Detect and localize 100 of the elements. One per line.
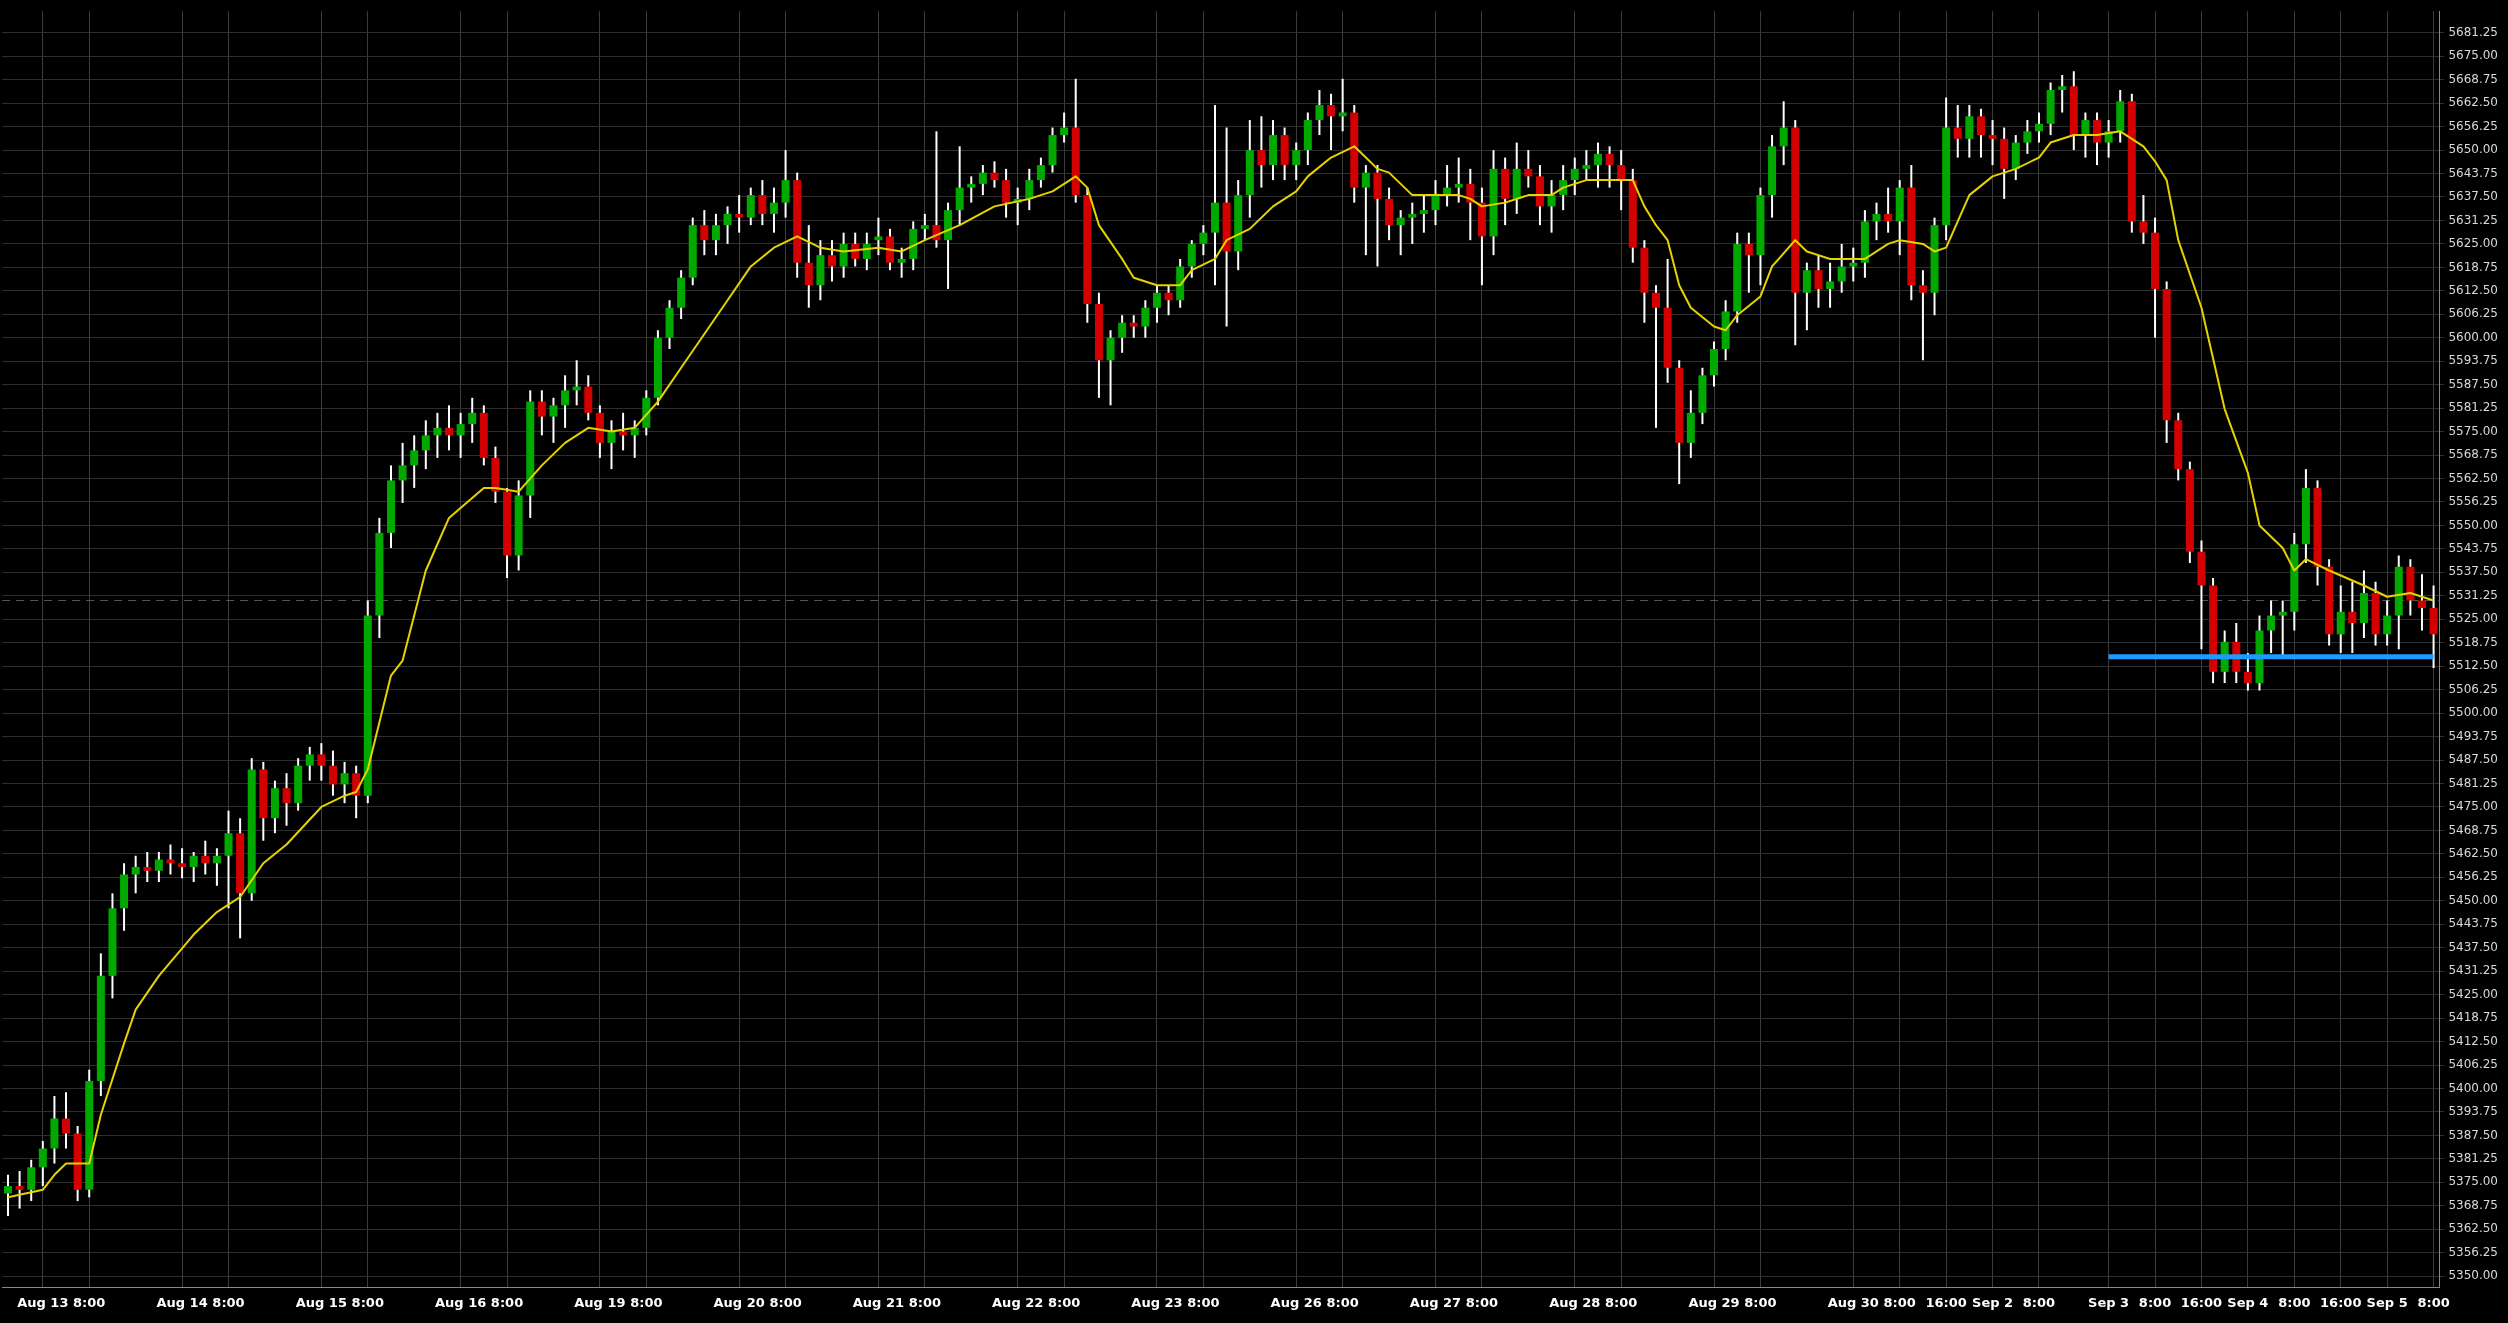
- candlestick: [1547, 179, 1556, 234]
- y-tick-label: 5506.25: [2448, 681, 2498, 696]
- candlestick: [2081, 111, 2090, 159]
- candlestick: [607, 419, 616, 471]
- y-tick-label: 5525.00: [2448, 611, 2498, 626]
- x-tick-label: Aug 16: [434, 1294, 487, 1310]
- candlestick: [38, 1140, 47, 1188]
- y-tick-label: 5362.50: [2448, 1221, 2498, 1236]
- x-tick-label: Sep 4: [2227, 1294, 2269, 1310]
- y-tick-label: 5437.50: [2448, 939, 2498, 954]
- y-tick-label: 5475.00: [2448, 799, 2498, 814]
- y-tick-label: 5625.00: [2448, 236, 2498, 251]
- candlestick: [781, 149, 790, 219]
- y-tick-label: 5368.75: [2448, 1197, 2498, 1212]
- candlestick: [967, 175, 976, 204]
- candlestick: [201, 839, 210, 876]
- y-tick-label: 5562.50: [2448, 470, 2498, 485]
- candlestick: [711, 212, 720, 257]
- y-tick-label: 5356.25: [2448, 1244, 2498, 1259]
- candlestick: [4, 1173, 12, 1218]
- candlestick: [746, 186, 755, 227]
- x-tick-label: 8:00: [351, 1294, 384, 1310]
- x-tick-label: 16:00: [1925, 1294, 1967, 1310]
- candlestick: [1593, 141, 1602, 189]
- x-tick-label: Aug 14: [156, 1294, 208, 1310]
- y-tick-label: 5487.50: [2448, 752, 2498, 767]
- candlestick: [1408, 201, 1417, 245]
- x-tick-label: Aug 28: [1549, 1294, 1601, 1310]
- x-tick-label: 8:00: [1187, 1294, 1220, 1310]
- x-tick-label: Aug 27: [1409, 1294, 1462, 1310]
- y-tick-label: 5575.00: [2448, 423, 2498, 438]
- y-tick-label: 5387.50: [2448, 1127, 2498, 1142]
- y-tick-label: 5650.00: [2448, 142, 2498, 157]
- candlestick: [920, 212, 929, 242]
- x-tick-label: 8:00: [212, 1294, 245, 1310]
- candlestick: [1292, 141, 1301, 182]
- x-tick-label: 8:00: [1744, 1294, 1777, 1310]
- y-tick-label: 5418.75: [2448, 1010, 2498, 1025]
- y-tick-label: 5556.25: [2448, 494, 2498, 509]
- candlestick: [537, 389, 546, 437]
- candlestick: [2139, 194, 2148, 245]
- y-tick-label: 5550.00: [2448, 517, 2498, 532]
- x-tick-label: 8:00: [2278, 1294, 2311, 1310]
- candlestick: [874, 216, 883, 257]
- x-tick-label: 8:00: [73, 1294, 106, 1310]
- candlestick: [433, 411, 442, 459]
- y-tick-label: 5412.50: [2448, 1033, 2498, 1048]
- candlestick: [166, 843, 175, 876]
- y-tick-label: 5462.50: [2448, 845, 2498, 860]
- candlestick: [131, 854, 140, 895]
- y-tick-label: 5543.75: [2448, 541, 2498, 556]
- x-tick-label: Sep 5: [2366, 1294, 2408, 1310]
- y-tick-label: 5531.25: [2448, 587, 2498, 602]
- y-tick-label: 5637.50: [2448, 189, 2498, 204]
- y-tick-label: 5500.00: [2448, 705, 2498, 720]
- candlestick: [224, 809, 233, 910]
- y-tick-label: 5618.75: [2448, 259, 2498, 274]
- y-tick-label: 5675.00: [2448, 48, 2498, 63]
- x-tick-label: 8:00: [1047, 1294, 1081, 1310]
- y-tick-label: 5587.50: [2448, 376, 2498, 391]
- candlestick: [1814, 254, 1823, 309]
- candlestick: [1872, 201, 1881, 242]
- candlestick: [2058, 74, 2067, 114]
- x-tick-label: 8:00: [2022, 1294, 2056, 1310]
- x-tick-label: 8:00: [2138, 1294, 2172, 1310]
- candlestick: [2023, 119, 2032, 155]
- y-tick-label: 5450.00: [2448, 892, 2498, 907]
- y-tick-label: 5375.00: [2448, 1174, 2498, 1189]
- y-tick-label: 5612.50: [2448, 282, 2498, 297]
- x-tick-label: Aug 21: [852, 1294, 905, 1310]
- candlestick: [1118, 314, 1127, 354]
- x-tick-label: 8:00: [908, 1294, 942, 1310]
- y-tick-label: 5656.25: [2448, 118, 2498, 133]
- x-tick-label: Aug 23: [1131, 1294, 1183, 1310]
- candlestick: [1060, 111, 1069, 144]
- candlestick: [1361, 164, 1370, 257]
- candlestick: [178, 847, 187, 880]
- candlestick: [1419, 194, 1428, 234]
- candlestick: [2348, 580, 2357, 655]
- candlestick: [2267, 599, 2276, 655]
- candlestick: [212, 847, 221, 887]
- y-tick-label: 5431.25: [2448, 963, 2498, 978]
- candlestick: [758, 179, 767, 227]
- x-tick-label: Aug 15: [295, 1294, 347, 1310]
- x-tick-label: Sep 3: [2088, 1294, 2130, 1310]
- x-tick-label: Sep 2: [1972, 1294, 2014, 1310]
- y-tick-label: 5681.25: [2448, 24, 2498, 39]
- y-tick-label: 5481.25: [2448, 775, 2498, 790]
- candlestick: [2243, 652, 2252, 692]
- y-tick-label: 5518.75: [2448, 634, 2498, 649]
- x-tick-label: Aug 29: [1688, 1294, 1740, 1310]
- y-tick-label: 5468.75: [2448, 822, 2498, 837]
- candlestick: [2336, 584, 2345, 655]
- y-tick-label: 5400.00: [2448, 1080, 2498, 1095]
- candlestick: [340, 760, 349, 805]
- candlestick: [561, 374, 570, 429]
- candlestick: [1187, 239, 1196, 279]
- y-tick-label: 5600.00: [2448, 329, 2498, 344]
- candlestick: [2383, 599, 2392, 647]
- y-tick-label: 5493.75: [2448, 728, 2498, 743]
